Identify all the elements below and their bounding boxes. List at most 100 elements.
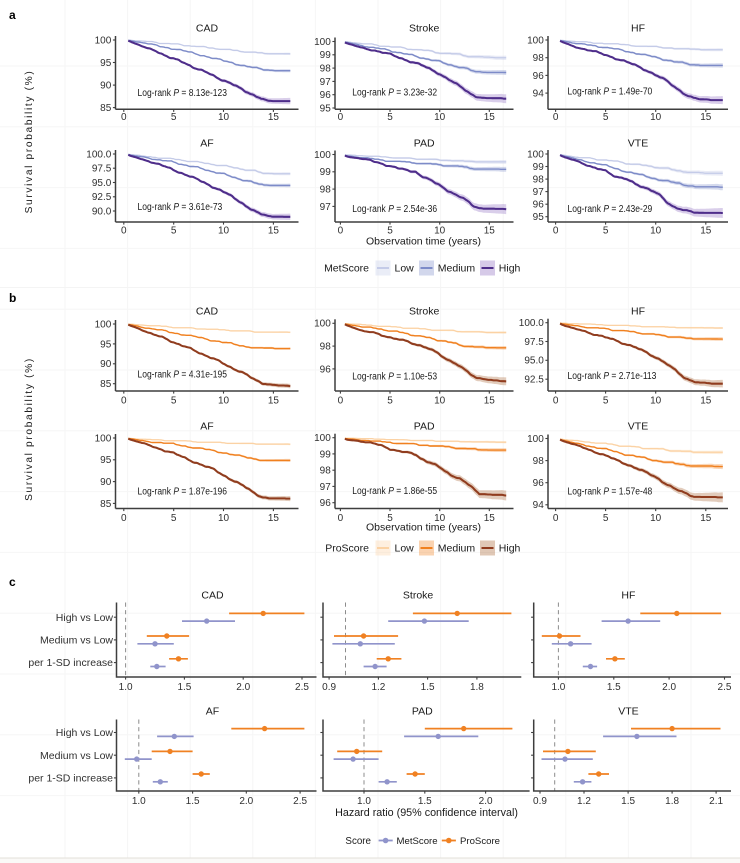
svg-text:100: 100	[95, 35, 112, 46]
svg-text:AF: AF	[200, 421, 213, 433]
svg-text:92.5: 92.5	[524, 375, 544, 386]
svg-text:1.8: 1.8	[470, 682, 484, 693]
svg-text:Stroke: Stroke	[409, 306, 440, 318]
svg-text:= 2.54e-36: = 2.54e-36	[396, 204, 437, 215]
svg-text:10: 10	[218, 396, 230, 407]
svg-text:P: P	[603, 487, 609, 498]
svg-text:High: High	[499, 263, 521, 275]
svg-text:15: 15	[484, 112, 496, 123]
svg-text:Low: Low	[395, 263, 415, 275]
svg-text:Medium: Medium	[438, 263, 476, 275]
svg-text:10: 10	[650, 112, 662, 123]
svg-text:1.2: 1.2	[577, 796, 591, 807]
svg-text:99: 99	[533, 162, 545, 173]
svg-text:100: 100	[527, 35, 544, 46]
svg-text:= 4.31e-195: = 4.31e-195	[181, 370, 227, 381]
svg-text:PAD: PAD	[412, 706, 433, 718]
svg-text:MetScore: MetScore	[324, 263, 369, 275]
svg-text:5: 5	[171, 112, 177, 123]
svg-text:97: 97	[320, 202, 332, 213]
svg-text:10: 10	[650, 396, 662, 407]
svg-text:99: 99	[320, 167, 332, 178]
svg-text:100.0: 100.0	[86, 149, 111, 160]
svg-text:Log-rank: Log-rank	[568, 87, 602, 98]
svg-text:Log-rank: Log-rank	[568, 487, 602, 498]
svg-text:1.0: 1.0	[132, 796, 146, 807]
svg-text:2.5: 2.5	[293, 796, 307, 807]
svg-text:Score: Score	[345, 836, 371, 847]
svg-text:P: P	[603, 204, 609, 215]
svg-text:98: 98	[320, 342, 332, 353]
svg-text:1.2: 1.2	[371, 682, 385, 693]
svg-text:CAD: CAD	[196, 23, 219, 35]
svg-text:0: 0	[338, 112, 344, 123]
svg-text:CAD: CAD	[196, 306, 219, 318]
svg-text:5: 5	[387, 513, 393, 524]
svg-text:97.5: 97.5	[524, 337, 544, 348]
svg-text:= 1.86e-55: = 1.86e-55	[396, 486, 437, 497]
svg-text:P: P	[388, 88, 394, 99]
svg-text:CAD: CAD	[201, 590, 224, 602]
svg-text:100.0: 100.0	[519, 318, 544, 329]
svg-text:High vs Low: High vs Low	[56, 612, 114, 624]
svg-text:95: 95	[533, 212, 545, 223]
svg-text:0: 0	[553, 112, 559, 123]
svg-text:0: 0	[553, 513, 559, 524]
svg-text:1.5: 1.5	[418, 796, 432, 807]
svg-text:100: 100	[314, 433, 331, 444]
svg-text:15: 15	[268, 226, 280, 237]
svg-text:96: 96	[533, 478, 545, 489]
svg-text:15: 15	[484, 396, 496, 407]
svg-text:Survival probability (%): Survival probability (%)	[24, 70, 35, 214]
svg-text:94: 94	[533, 500, 545, 511]
svg-text:c: c	[9, 575, 16, 589]
svg-text:5: 5	[603, 396, 609, 407]
svg-text:100: 100	[527, 434, 544, 445]
svg-text:96: 96	[320, 364, 332, 375]
svg-text:= 1.57e-48: = 1.57e-48	[611, 487, 652, 498]
svg-text:Log-rank: Log-rank	[352, 204, 386, 215]
svg-text:VTE: VTE	[618, 706, 638, 718]
svg-text:0: 0	[121, 396, 127, 407]
svg-text:5: 5	[603, 226, 609, 237]
svg-text:10: 10	[218, 112, 230, 123]
svg-text:HF: HF	[631, 23, 645, 35]
svg-text:90: 90	[100, 477, 112, 488]
svg-text:0: 0	[338, 513, 344, 524]
svg-text:100: 100	[314, 150, 331, 161]
svg-text:15: 15	[268, 396, 280, 407]
svg-text:0.9: 0.9	[533, 796, 547, 807]
svg-text:ProScore: ProScore	[325, 543, 369, 555]
svg-text:Log-rank: Log-rank	[352, 486, 386, 497]
svg-text:PAD: PAD	[414, 138, 435, 150]
svg-text:P: P	[173, 487, 179, 498]
svg-text:VTE: VTE	[628, 138, 648, 150]
svg-text:0: 0	[338, 396, 344, 407]
svg-text:5: 5	[387, 226, 393, 237]
svg-text:Observation time (years): Observation time (years)	[366, 522, 481, 534]
svg-text:Log-rank: Log-rank	[138, 88, 172, 99]
svg-text:P: P	[173, 202, 179, 213]
svg-text:1.5: 1.5	[607, 682, 621, 693]
svg-text:1.0: 1.0	[551, 682, 565, 693]
svg-text:Low: Low	[395, 543, 415, 555]
svg-text:10: 10	[218, 513, 230, 524]
svg-text:5: 5	[387, 112, 393, 123]
svg-text:0: 0	[338, 226, 344, 237]
svg-text:95: 95	[100, 339, 112, 350]
svg-text:2.5: 2.5	[718, 682, 732, 693]
svg-text:15: 15	[484, 226, 496, 237]
svg-text:Log-rank: Log-rank	[352, 372, 386, 383]
svg-text:P: P	[388, 486, 394, 497]
svg-text:0: 0	[553, 396, 559, 407]
svg-text:96: 96	[320, 90, 332, 101]
svg-text:2.0: 2.0	[239, 796, 253, 807]
svg-text:P: P	[388, 204, 394, 215]
svg-text:= 3.23e-32: = 3.23e-32	[396, 88, 437, 99]
svg-text:Medium vs Low: Medium vs Low	[40, 635, 113, 647]
svg-text:= 3.61e-73: = 3.61e-73	[181, 202, 222, 213]
svg-text:HF: HF	[621, 590, 635, 602]
svg-text:2.0: 2.0	[236, 682, 250, 693]
svg-text:High vs Low: High vs Low	[56, 727, 114, 739]
svg-text:0.9: 0.9	[322, 682, 336, 693]
